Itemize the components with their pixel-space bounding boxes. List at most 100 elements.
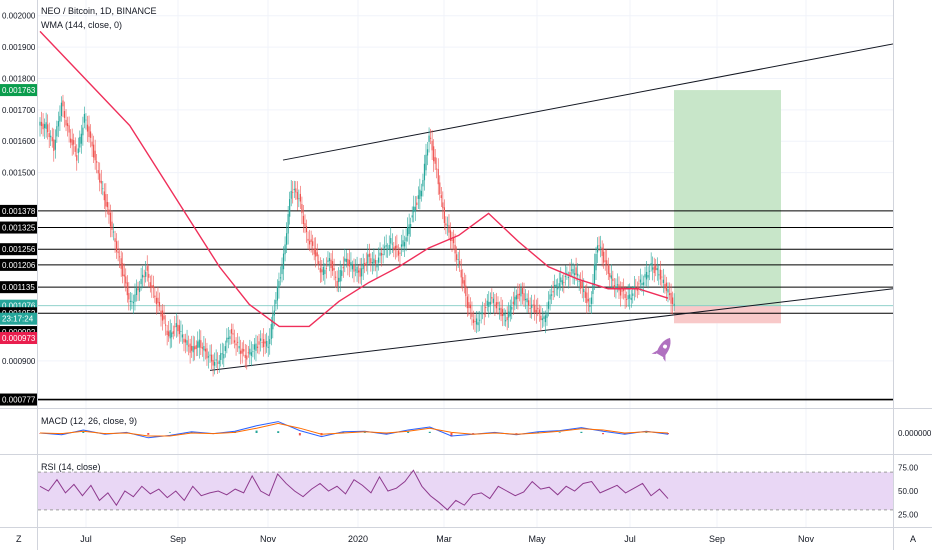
candle-body bbox=[538, 309, 540, 314]
candle-body bbox=[495, 302, 498, 309]
corner-label-right[interactable]: A bbox=[910, 534, 916, 544]
candle-body bbox=[218, 360, 220, 365]
candle-body bbox=[384, 246, 386, 248]
price-level-lines[interactable] bbox=[38, 210, 893, 401]
candle-body bbox=[42, 123, 44, 130]
candle-body bbox=[645, 271, 648, 280]
candle-body bbox=[529, 307, 531, 309]
candle-body bbox=[243, 349, 245, 352]
candle-body bbox=[394, 245, 396, 249]
level-badge-label-10: 0.000777 bbox=[2, 396, 36, 405]
candle-body bbox=[117, 251, 119, 254]
candle-body bbox=[111, 221, 113, 230]
level-badge-0 bbox=[0, 84, 37, 97]
macd-histogram-bar bbox=[277, 431, 280, 433]
candle-body bbox=[100, 180, 102, 184]
level-badge-label-6: 0.001076 bbox=[2, 302, 36, 311]
candle-body bbox=[587, 298, 589, 302]
price-level-badges: 0.001763 0.001378 0.001325 0.001256 0.001206… bbox=[0, 84, 37, 406]
price-axis[interactable]: 0.002000 0.001900 0.001800 0.001700 0.001600… bbox=[2, 12, 36, 366]
candle-body bbox=[589, 305, 591, 307]
candle-body bbox=[609, 273, 611, 278]
candle-body bbox=[607, 264, 609, 274]
candle-body bbox=[472, 319, 475, 323]
candle-body bbox=[371, 262, 373, 264]
candle-body bbox=[468, 302, 470, 309]
candle-body bbox=[63, 111, 66, 118]
candle-body bbox=[350, 262, 352, 266]
candle-body bbox=[382, 254, 384, 255]
countdown-badge bbox=[0, 312, 37, 325]
candle-body bbox=[53, 139, 55, 151]
level-badge-1 bbox=[0, 204, 37, 217]
candle-body bbox=[485, 307, 487, 308]
candle-body bbox=[267, 346, 269, 348]
candle-body bbox=[333, 268, 335, 271]
candle-body bbox=[286, 233, 288, 245]
time-axis[interactable]: Jul Sep Nov 2020 Mar May Jul Sep Nov bbox=[80, 534, 814, 544]
candle-body bbox=[163, 315, 165, 320]
macd-pane[interactable]: MACD (12, 26, close, 9) 0.000000 bbox=[39, 416, 932, 439]
candle-body bbox=[521, 288, 524, 294]
candle-body bbox=[652, 267, 654, 270]
level-badge-9 bbox=[0, 332, 37, 345]
macd-histogram-bar bbox=[255, 430, 258, 433]
candle-body bbox=[270, 324, 272, 339]
long-position-tool[interactable] bbox=[674, 90, 781, 324]
candle-body bbox=[649, 270, 651, 272]
candle-body bbox=[171, 332, 173, 338]
candle-body bbox=[166, 330, 168, 336]
candle-body bbox=[596, 245, 599, 253]
candle-body bbox=[70, 138, 72, 143]
candle-body bbox=[269, 339, 271, 345]
candle-body bbox=[503, 313, 505, 316]
candle-body bbox=[397, 250, 400, 256]
candle-body bbox=[509, 305, 511, 317]
candle-body bbox=[169, 330, 171, 339]
macd-histogram-bar bbox=[168, 432, 171, 433]
candle-body bbox=[515, 295, 517, 300]
macd-histogram-bar bbox=[602, 433, 605, 435]
candle-body bbox=[414, 206, 416, 212]
candle-body bbox=[318, 261, 320, 265]
time-tick-1: Sep bbox=[170, 534, 186, 544]
candle-body bbox=[403, 242, 406, 247]
candle-body bbox=[647, 275, 649, 278]
candle-body bbox=[316, 252, 318, 257]
candle-body bbox=[77, 148, 79, 154]
level-badge-label-5: 0.001135 bbox=[2, 283, 35, 292]
corner-label-left[interactable]: Z bbox=[16, 534, 22, 544]
chart-title: NEO / Bitcoin, 1D, BINANCE bbox=[41, 6, 157, 16]
macd-histogram-bar bbox=[537, 431, 540, 433]
candle-body bbox=[312, 241, 314, 246]
candle-body bbox=[560, 277, 562, 283]
candle-body bbox=[616, 284, 619, 286]
trend-lines[interactable] bbox=[209, 43, 894, 371]
candle-body bbox=[186, 340, 188, 346]
price-pane[interactable]: NEO / Bitcoin, 1D, BINANCE WMA (144, clo… bbox=[0, 0, 932, 527]
candle-body bbox=[475, 318, 478, 325]
candle-body bbox=[328, 258, 331, 262]
candle-body bbox=[114, 238, 116, 242]
time-tick-3: 2020 bbox=[348, 534, 368, 544]
candle-body bbox=[45, 122, 47, 129]
candle-body bbox=[483, 313, 485, 315]
target-zone[interactable] bbox=[674, 90, 781, 306]
candle-body bbox=[514, 296, 516, 305]
candle-body bbox=[115, 241, 118, 252]
candle-body bbox=[215, 359, 217, 361]
stop-zone[interactable] bbox=[674, 305, 781, 324]
candle-body bbox=[411, 215, 413, 218]
candle-body bbox=[439, 182, 441, 195]
candle-body bbox=[256, 346, 259, 348]
candle-body bbox=[400, 244, 403, 247]
rsi-tick-50: 50.00 bbox=[898, 487, 919, 496]
candle-body bbox=[474, 321, 476, 322]
candle-body bbox=[359, 268, 361, 277]
candle-body bbox=[387, 248, 389, 250]
rsi-pane[interactable]: RSI (14, close) 75.00 50.00 25.00 bbox=[38, 462, 919, 520]
candle-body bbox=[557, 287, 559, 290]
candle-body bbox=[531, 304, 533, 308]
candle-body bbox=[161, 310, 164, 321]
